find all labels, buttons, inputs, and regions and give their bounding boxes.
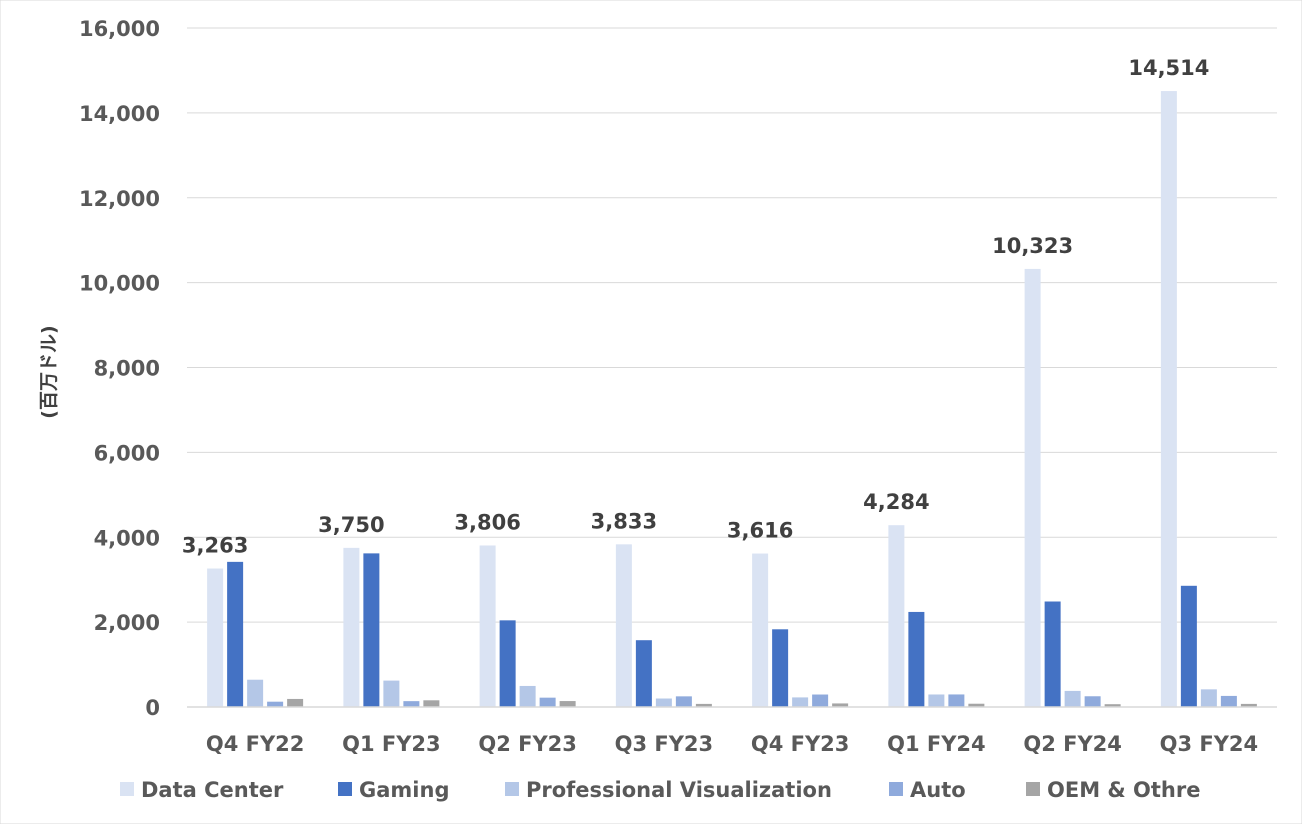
bar-gaming [635, 640, 652, 707]
legend-label: Gaming [359, 778, 449, 802]
bar-auto [675, 696, 692, 707]
bar-oem-othre [1240, 703, 1257, 707]
bar-gaming [1044, 601, 1061, 707]
x-tick-label: Q3 FY23 [615, 732, 714, 756]
y-axis-label: (百万ドル) [38, 325, 60, 418]
bar-gaming [1180, 585, 1197, 707]
bars [207, 91, 1257, 707]
bar-auto [1220, 695, 1237, 707]
x-tick-label: Q1 FY23 [342, 732, 441, 756]
bar-professional-visualization [928, 694, 945, 707]
bar-auto [267, 701, 284, 707]
bar-professional-visualization [655, 698, 672, 707]
bar-data-center [615, 544, 632, 707]
y-tick-label: 12,000 [79, 187, 160, 211]
bar-gaming [499, 620, 516, 707]
legend: Data Center Gaming Professional Visualizat… [120, 778, 1200, 802]
y-tick-label: 10,000 [79, 272, 160, 296]
data-label: 3,806 [454, 510, 520, 534]
y-tick-label: 6,000 [94, 441, 160, 465]
bar-data-center [888, 525, 905, 707]
bar-gaming [772, 629, 789, 707]
bar-oem-othre [559, 701, 576, 707]
data-label: 3,263 [182, 534, 248, 558]
bar-auto [1084, 696, 1101, 707]
bar-professional-visualization [792, 697, 809, 707]
legend-swatch [120, 782, 134, 796]
x-tick-label: Q4 FY23 [751, 732, 850, 756]
y-tick-label: 4,000 [94, 526, 160, 550]
data-label: 3,750 [318, 513, 384, 537]
y-tick-label: 16,000 [79, 17, 160, 41]
bar-oem-othre [968, 703, 985, 707]
data-label: 3,616 [727, 519, 793, 543]
data-label: 4,284 [863, 490, 929, 514]
legend-label: Professional Visualization [526, 778, 832, 802]
x-tick-label: Q2 FY23 [478, 732, 577, 756]
data-label: 10,323 [992, 234, 1073, 258]
x-tick-label: Q2 FY24 [1023, 732, 1122, 756]
legend-swatch [338, 782, 352, 796]
x-tick-label: Q1 FY24 [887, 732, 986, 756]
bar-auto [539, 697, 556, 707]
bar-professional-visualization [519, 685, 536, 707]
y-tick-label: 0 [145, 696, 160, 720]
x-tick-label: Q3 FY24 [1160, 732, 1259, 756]
bar-oem-othre [695, 703, 712, 707]
legend-swatch [1026, 782, 1040, 796]
data-labels: 3,263 3,750 3,806 3,833 3,616 4,284 10,323 14,5… [182, 56, 1209, 557]
bar-auto [948, 694, 965, 707]
bar-gaming [908, 611, 925, 707]
bar-data-center [752, 553, 769, 707]
legend-label: Auto [910, 778, 966, 802]
y-tick-label: 8,000 [94, 357, 160, 381]
bar-auto [403, 701, 420, 707]
bar-oem-othre [1104, 704, 1121, 707]
bar-data-center [207, 568, 224, 707]
bar-professional-visualization [1200, 689, 1217, 707]
legend-swatch [889, 782, 903, 796]
bar-data-center [1024, 268, 1041, 707]
legend-label: OEM & Othre [1047, 778, 1200, 802]
y-tick-label: 14,000 [79, 102, 160, 126]
bar-professional-visualization [1064, 690, 1081, 707]
bar-gaming [227, 561, 244, 707]
bar-data-center [343, 547, 360, 707]
bar-auto [812, 694, 829, 707]
x-axis-ticks: Q4 FY22 Q1 FY23 Q2 FY23 Q3 FY23 Q4 FY23 Q1 FY… [206, 732, 1258, 756]
gridlines [187, 27, 1277, 623]
bar-professional-visualization [383, 680, 400, 707]
bar-oem-othre [423, 700, 440, 707]
bar-oem-othre [832, 703, 849, 707]
bar-professional-visualization [247, 679, 264, 707]
bar-gaming [363, 553, 380, 707]
legend-label: Data Center [141, 778, 284, 802]
bar-data-center [479, 545, 496, 707]
data-label: 3,833 [591, 509, 657, 533]
legend-swatch [505, 782, 519, 796]
y-axis-ticks: 0 2,000 4,000 6,000 8,000 10,000 12,000 14,000 1… [79, 17, 160, 720]
y-tick-label: 2,000 [94, 611, 160, 635]
x-tick-label: Q4 FY22 [206, 732, 305, 756]
bar-data-center [1160, 91, 1177, 707]
bar-oem-othre [287, 698, 304, 707]
data-label: 14,514 [1128, 56, 1209, 80]
